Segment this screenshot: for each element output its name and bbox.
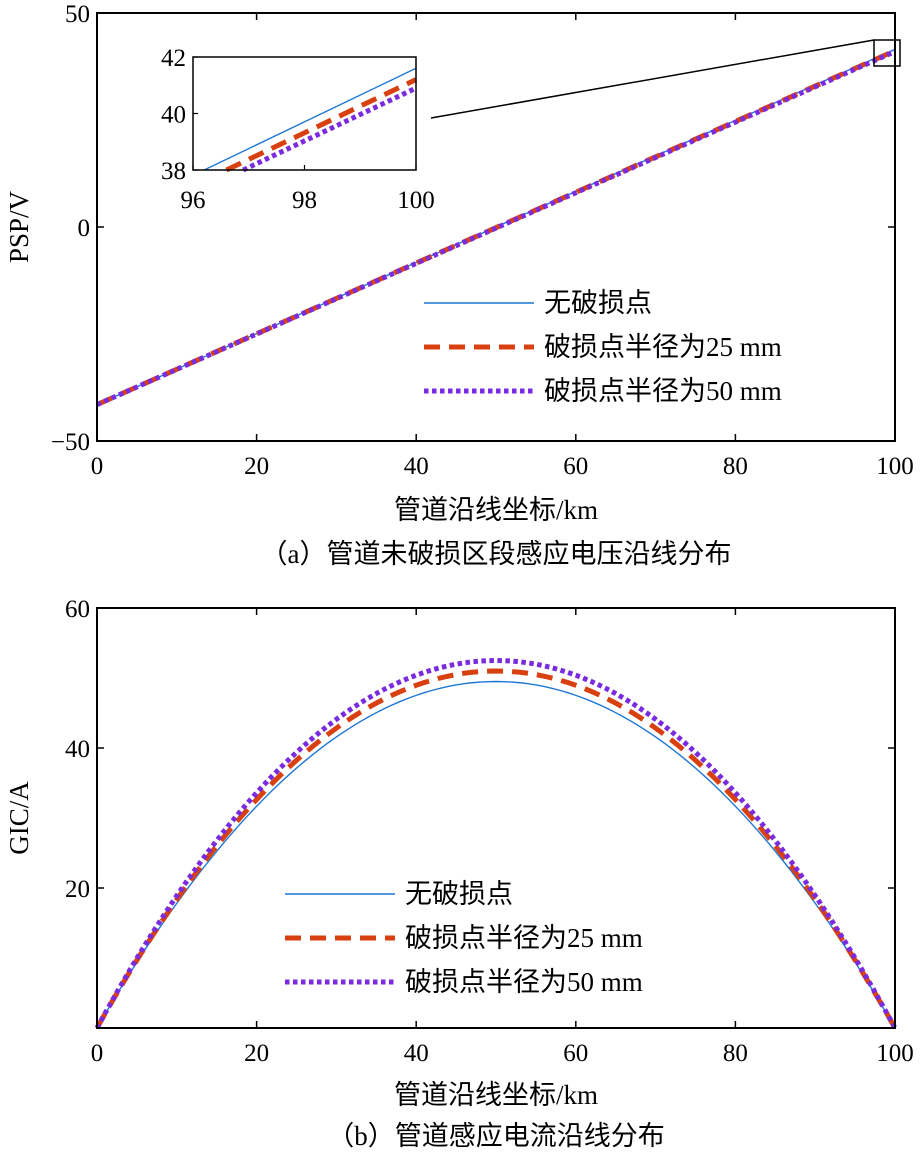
chart-a-caption: （a）管道未破损区段感应电压沿线分布 [261, 539, 732, 569]
chart-b-ylabel: GIC/A [4, 781, 34, 855]
chart-a-legend-label-1: 破损点半径为25 mm [544, 332, 782, 362]
chart-b-ytick-label: 20 [65, 876, 90, 903]
chart-a-legend-label-0: 无破损点 [544, 288, 652, 318]
chart-a-inset-xtick-label: 96 [181, 187, 206, 214]
chart-a-xtick-label: 20 [244, 453, 269, 480]
chart-b-xtick-label: 20 [244, 1040, 269, 1067]
chart-a-inset-series [203, 67, 418, 173]
chart-a-ytick-label: 50 [65, 1, 90, 28]
chart-b-series-line-2 [94, 657, 898, 1030]
chart-a-ytick-label: −50 [51, 429, 90, 456]
chart-a-xtick-label: 80 [723, 453, 748, 480]
chart-a-series [95, 48, 897, 407]
chart-b-legend-label-0: 无破损点 [405, 879, 513, 909]
chart-b-legend-label-1: 破损点半径为25 mm [405, 923, 643, 953]
chart-b-series-line-0 [96, 680, 896, 1029]
chart-b-series-line-1 [94, 668, 898, 1030]
chart-a-zoom-connector [430, 39, 875, 119]
chart-a-xlabel: 管道沿线坐标/km [394, 495, 598, 525]
chart-b-ticks: 0 20 40 60 80 100 20 40 60 [65, 596, 914, 1067]
chart-a-xtick-label: 40 [404, 453, 429, 480]
chart-a-inset-xtick-label: 100 [397, 187, 435, 214]
chart-b-legend-label-2: 破损点半径为50 mm [405, 967, 643, 997]
chart-a-series-line-2 [95, 49, 897, 407]
chart-b-xtick-label: 60 [563, 1040, 588, 1067]
chart-b-ytick-label: 60 [65, 596, 90, 623]
chart-b: 0 20 40 60 80 100 20 40 60 GIC/A 管道沿线坐标/km （b）管道… [4, 596, 914, 1151]
chart-a-zoom-box [873, 39, 901, 67]
chart-a-inset-background [193, 57, 416, 170]
chart-a-inset-ytick-label: 40 [161, 102, 186, 129]
chart-b-ytick-label: 40 [65, 736, 90, 763]
chart-a-inset-ytick-label: 38 [161, 158, 186, 185]
chart-a-legend-label-2: 破损点半径为50 mm [544, 376, 782, 406]
chart-a-inset-xtick-label: 98 [292, 187, 317, 214]
chart-b-xlabel: 管道沿线坐标/km [394, 1080, 598, 1110]
chart-a-ylabel: PSP/V [4, 190, 34, 263]
chart-a-inset-line-1 [225, 77, 418, 173]
chart-b-caption: （b）管道感应电流沿线分布 [327, 1121, 665, 1151]
chart-b-xtick-label: 40 [404, 1040, 429, 1067]
chart-a-ytick-label: 0 [78, 215, 91, 242]
chart-a-inset-ytick-label: 42 [161, 45, 186, 72]
chart-a-inset: 96 98 100 38 40 42 [161, 45, 435, 214]
chart-a-inset-line-0 [203, 67, 417, 171]
chart-a-xtick-label: 100 [876, 453, 914, 480]
chart-b-series [94, 657, 898, 1030]
chart-a-inset-ticks: 96 98 100 38 40 42 [161, 45, 435, 214]
chart-b-xtick-label: 100 [876, 1040, 914, 1067]
chart-b-xtick-label: 80 [723, 1040, 748, 1067]
chart-a-xtick-label: 0 [91, 453, 104, 480]
chart-b-xtick-label: 0 [91, 1040, 104, 1067]
chart-b-plot-frame [96, 607, 896, 1029]
chart-a-xtick-label: 60 [563, 453, 588, 480]
